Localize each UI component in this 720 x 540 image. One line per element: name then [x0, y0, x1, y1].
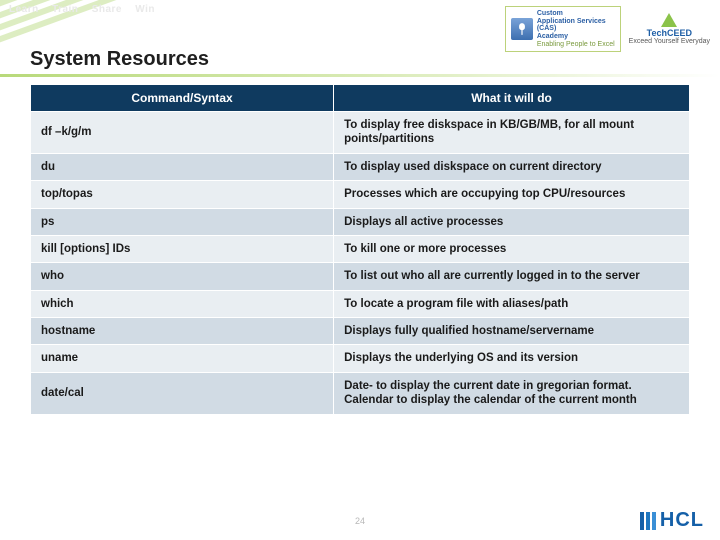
cmd-cell: date/cal — [31, 372, 334, 414]
table-row: whichTo locate a program file with alias… — [31, 290, 690, 317]
cas-tagline: Enabling People to Excel — [537, 41, 615, 49]
cmd-cell: du — [31, 153, 334, 180]
motto-word: Train — [52, 4, 78, 15]
motto-word: Learn — [9, 4, 39, 15]
table-row: kill [options] IDsTo kill one or more pr… — [31, 235, 690, 262]
cmd-cell: top/topas — [31, 181, 334, 208]
desc-cell: To list out who all are currently logged… — [334, 263, 690, 290]
hcl-bars-icon — [640, 512, 656, 530]
cmd-cell: kill [options] IDs — [31, 235, 334, 262]
page-title: System Resources — [30, 48, 209, 71]
motto-bar: Learn Train Share Win — [9, 4, 165, 15]
table-row: hostnameDisplays fully qualified hostnam… — [31, 318, 690, 345]
techceed-brand: TechCEED — [647, 28, 692, 38]
cmd-cell: uname — [31, 345, 334, 372]
desc-cell: To locate a program file with aliases/pa… — [334, 290, 690, 317]
table-header-row: Command/Syntax What it will do — [31, 85, 690, 112]
header-logos: Custom Application Services (CAS) Academ… — [505, 6, 710, 52]
cas-line: Academy — [537, 33, 568, 40]
motto-word: Share — [92, 4, 122, 15]
desc-cell: Displays the underlying OS and its versi… — [334, 345, 690, 372]
techceed-tagline: Exceed Yourself Everyday — [629, 38, 710, 45]
cas-text: Custom Application Services (CAS) Academ… — [537, 10, 615, 48]
hcl-logo: HCL — [640, 509, 704, 532]
command-table: Command/Syntax What it will do df –k/g/m… — [30, 84, 690, 415]
cas-line: Custom — [537, 10, 563, 17]
cmd-cell: hostname — [31, 318, 334, 345]
cmd-cell: ps — [31, 208, 334, 235]
techceed-logo: TechCEED Exceed Yourself Everyday — [629, 13, 710, 45]
title-underline — [0, 74, 720, 77]
table-row: psDisplays all active processes — [31, 208, 690, 235]
cas-line: Application Services — [537, 18, 606, 25]
head-icon — [511, 18, 533, 40]
cmd-cell: df –k/g/m — [31, 112, 334, 154]
cas-line: (CAS) — [537, 25, 556, 32]
command-table-wrap: Command/Syntax What it will do df –k/g/m… — [30, 84, 690, 415]
motto-word: Win — [135, 4, 155, 15]
triangle-icon — [661, 13, 677, 27]
page-number: 24 — [355, 516, 365, 526]
table-body: df –k/g/mTo display free diskspace in KB… — [31, 112, 690, 415]
desc-cell: To display free diskspace in KB/GB/MB, f… — [334, 112, 690, 154]
desc-cell: To kill one or more processes — [334, 235, 690, 262]
desc-cell: Displays fully qualified hostname/server… — [334, 318, 690, 345]
table-row: top/topasProcesses which are occupying t… — [31, 181, 690, 208]
table-row: date/calDate- to display the current dat… — [31, 372, 690, 414]
cmd-cell: who — [31, 263, 334, 290]
desc-cell: Processes which are occupying top CPU/re… — [334, 181, 690, 208]
slide: Learn Train Share Win Custom Application… — [0, 0, 720, 540]
table-row: duTo display used diskspace on current d… — [31, 153, 690, 180]
desc-cell: Date- to display the current date in gre… — [334, 372, 690, 414]
col-header-command: Command/Syntax — [31, 85, 334, 112]
table-row: whoTo list out who all are currently log… — [31, 263, 690, 290]
col-header-description: What it will do — [334, 85, 690, 112]
desc-cell: To display used diskspace on current dir… — [334, 153, 690, 180]
table-row: df –k/g/mTo display free diskspace in KB… — [31, 112, 690, 154]
cas-academy-logo: Custom Application Services (CAS) Academ… — [505, 6, 621, 52]
cmd-cell: which — [31, 290, 334, 317]
desc-cell: Displays all active processes — [334, 208, 690, 235]
hcl-text: HCL — [660, 509, 704, 532]
table-row: unameDisplays the underlying OS and its … — [31, 345, 690, 372]
